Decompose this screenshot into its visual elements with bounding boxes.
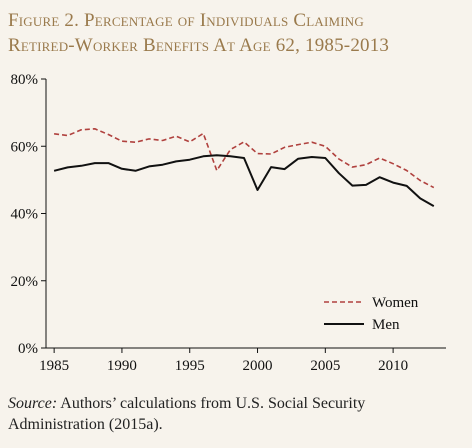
x-tick-label: 2010 — [378, 358, 408, 374]
y-tick-label: 40% — [11, 207, 39, 223]
chart-axes: 0% 20% 40% 60% 80% 1985 1990 1995 2000 2005 2010 — [11, 72, 446, 374]
x-tick-label: 1995 — [175, 358, 205, 374]
source-note: Source: Authors’ calculations from U.S. … — [8, 393, 463, 435]
chart-series — [53, 128, 435, 207]
title-line-1: Figure 2. Percentage of Individuals Clai… — [8, 10, 364, 31]
series-line-women — [54, 128, 435, 189]
source-label: Source: — [8, 395, 58, 412]
y-tick-label: 80% — [11, 72, 39, 88]
x-tick-label: 2005 — [310, 358, 340, 374]
series-line-men — [53, 154, 435, 207]
source-text: Authors’ calculations from U.S. Social S… — [8, 395, 366, 433]
chart-legend: Women Men — [324, 295, 419, 333]
x-tick-label: 1990 — [107, 358, 137, 374]
x-tick-label: 1985 — [39, 358, 69, 374]
x-tick-label: 2000 — [243, 358, 273, 374]
y-tick-label: 20% — [11, 274, 39, 290]
chart-title: Figure 2. Percentage of Individuals Clai… — [8, 8, 468, 58]
y-tick-label: 0% — [18, 341, 38, 357]
legend-label-women: Women — [372, 295, 419, 311]
legend-label-men: Men — [372, 317, 400, 333]
title-line-2: Retired-Worker Benefits At Age 62, 1985-… — [8, 35, 390, 56]
y-tick-label: 60% — [11, 139, 39, 155]
line-chart: 0% 20% 40% 60% 80% 1985 1990 1995 2000 2005 2010 W… — [11, 72, 446, 374]
